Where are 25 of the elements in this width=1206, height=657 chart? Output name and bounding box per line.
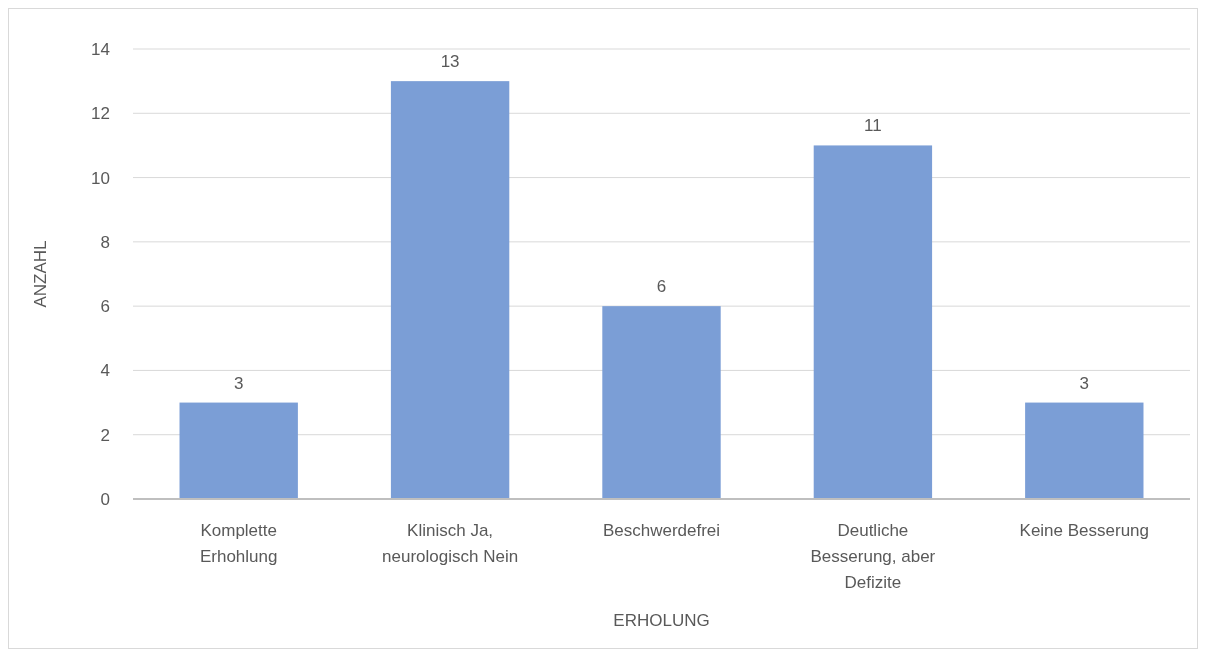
data-label: 13 xyxy=(440,52,460,72)
y-tick-label: 10 xyxy=(91,168,110,188)
data-label: 3 xyxy=(233,373,244,393)
y-tick-label: 4 xyxy=(100,361,110,381)
data-label: 6 xyxy=(656,277,667,297)
data-label: 11 xyxy=(864,116,882,136)
bar xyxy=(1025,402,1144,499)
x-tick-label: Keine Besserung xyxy=(1019,521,1150,540)
bar xyxy=(813,145,933,499)
x-tick-label: Beschwerdefrei xyxy=(602,521,721,540)
x-axis-title: ERHOLUNG xyxy=(613,611,710,630)
bar xyxy=(602,306,721,499)
x-tick-label: Klinisch Ja, neurologisch Nein xyxy=(382,521,519,566)
y-tick-label: 0 xyxy=(100,489,110,509)
y-tick-label: 6 xyxy=(100,297,110,317)
x-tick-label: Deutliche Besserung, aber Defizite xyxy=(810,521,936,592)
y-tick-label: 2 xyxy=(100,425,110,445)
y-axis-title: ANZAHL xyxy=(31,240,50,308)
y-tick-label: 14 xyxy=(91,39,110,59)
bar xyxy=(390,81,510,499)
data-label: 3 xyxy=(1079,373,1090,393)
bar xyxy=(179,402,298,499)
y-tick-label: 12 xyxy=(91,104,110,124)
y-tick-label: 8 xyxy=(100,232,110,252)
x-tick-label: Komplette Erhohlung xyxy=(199,521,278,566)
